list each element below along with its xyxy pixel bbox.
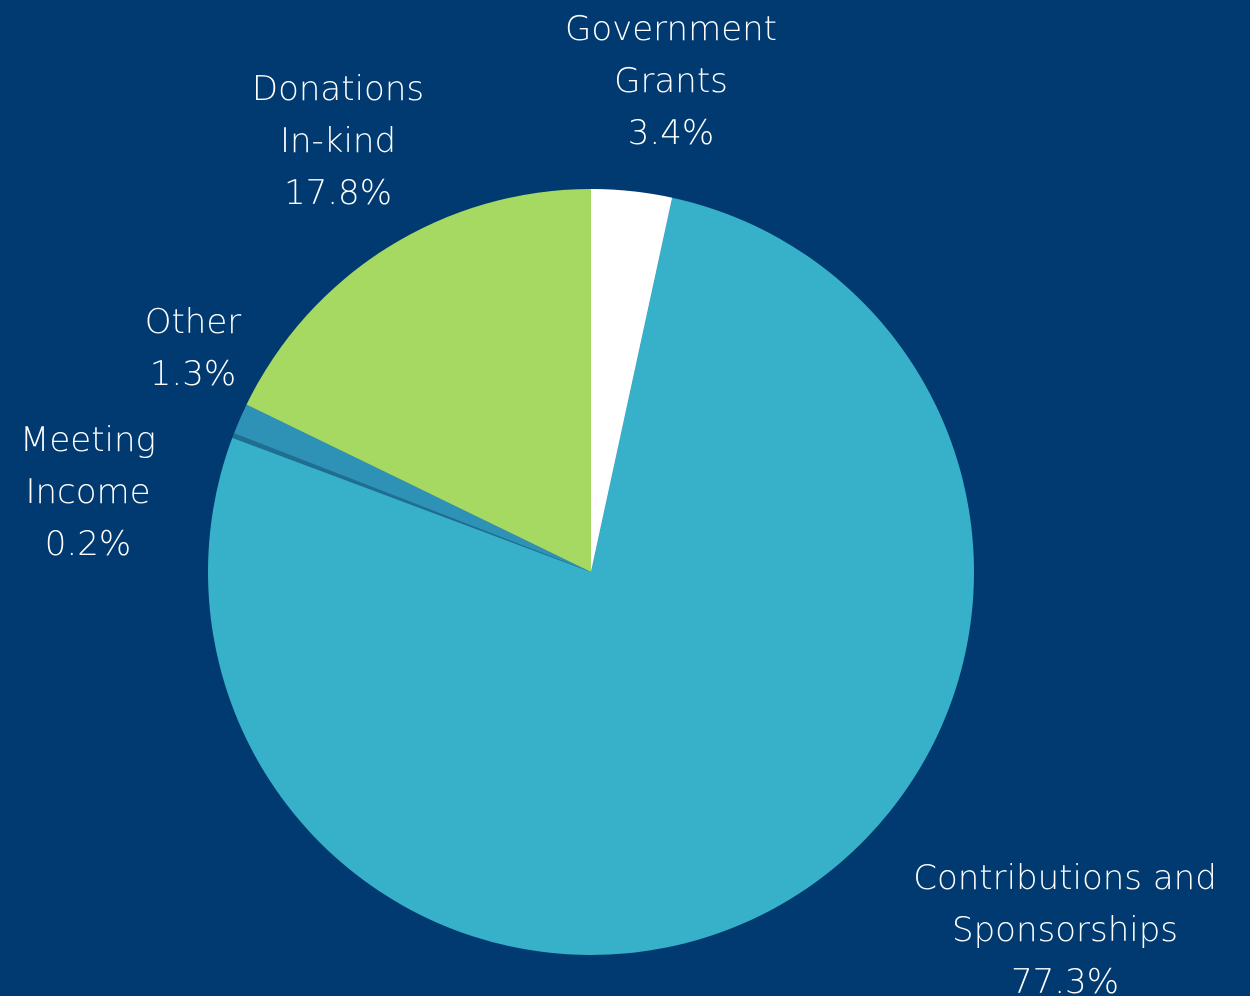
pie-labels: Government Grants 3.4% Contributions and Spo… [20, 9, 1217, 996]
slice-name-government-grants: Grants [614, 61, 728, 101]
slice-name-meeting-income: Meeting [20, 420, 156, 460]
pie-slice-meeting-income [232, 433, 592, 572]
pie-slice-donations-in-kind [246, 189, 591, 572]
slice-name-meeting-income: Income [25, 472, 150, 512]
slice-percent-other: 1.3% [150, 354, 236, 394]
slice-label-government-grants: Government Grants 3.4% [565, 9, 777, 153]
slice-name-donations-in-kind: In-kind [280, 121, 396, 161]
slice-percent-government-grants: 3.4% [628, 113, 714, 153]
pie-slice-contributions-sponsorships [207, 197, 974, 956]
slice-label-meeting-income: Meeting Income 0.2% [20, 420, 156, 564]
pie-slice-other [234, 404, 591, 572]
slice-percent-meeting-income: 0.2% [45, 524, 131, 564]
slice-name-donations-in-kind: Donations [252, 69, 424, 109]
slice-label-other: Other 1.3% [145, 302, 242, 394]
slice-name-government-grants: Government [565, 9, 777, 49]
slice-percent-donations-in-kind: 17.8% [284, 173, 392, 213]
slice-label-donations-in-kind: Donations In-kind 17.8% [252, 69, 424, 213]
pie-slices [207, 189, 974, 956]
slice-name-contributions-sponsorships: Sponsorships [952, 910, 1178, 950]
pie-slice-government-grants [591, 189, 673, 572]
slice-name-contributions-sponsorships: Contributions and [913, 858, 1217, 898]
slice-name-other: Other [145, 302, 242, 342]
slice-label-contributions-sponsorships: Contributions and Sponsorships 77.3% [913, 858, 1217, 996]
slice-percent-contributions-sponsorships: 77.3% [1011, 962, 1119, 996]
